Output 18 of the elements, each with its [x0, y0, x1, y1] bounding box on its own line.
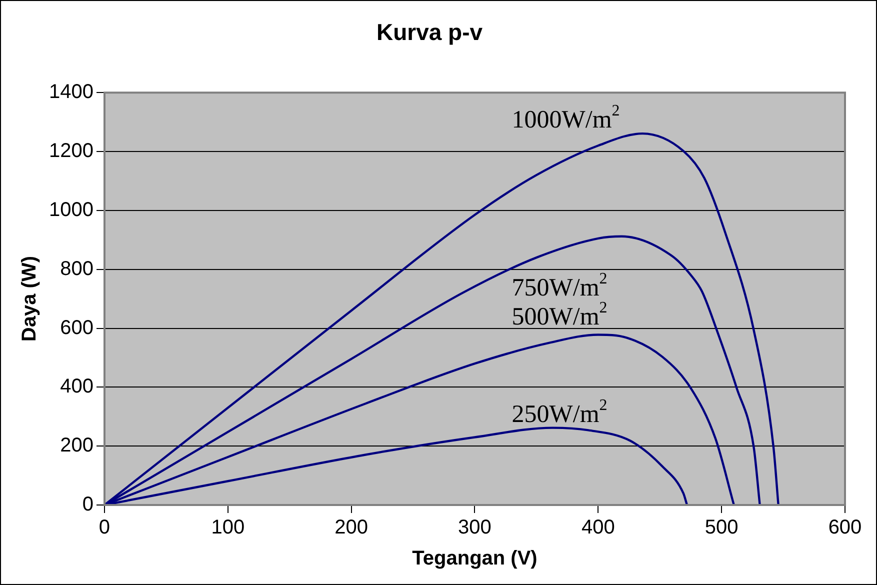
x-tick-label: 600	[828, 516, 862, 539]
y-tick-label: 1000	[48, 198, 94, 221]
x-tick-label: 100	[211, 516, 245, 539]
y-axis-title: Daya (W)	[18, 256, 41, 342]
x-tick-label: 500	[704, 516, 738, 539]
chart-title: Kurva p-v	[376, 19, 483, 46]
y-tick-label: 600	[60, 316, 94, 339]
x-tick-label: 300	[458, 516, 492, 539]
y-tick-label: 1400	[48, 81, 94, 104]
x-tick-label: 400	[581, 516, 615, 539]
x-axis-title: Tegangan (V)	[412, 548, 538, 570]
x-tick-label: 200	[334, 516, 368, 539]
x-tick-label: 0	[98, 516, 110, 539]
y-tick-label: 1200	[48, 140, 94, 162]
y-tick-label: 400	[60, 376, 94, 398]
y-tick-label: 800	[60, 258, 94, 280]
y-tick-label: 0	[82, 494, 94, 516]
y-tick-label: 200	[60, 434, 94, 457]
